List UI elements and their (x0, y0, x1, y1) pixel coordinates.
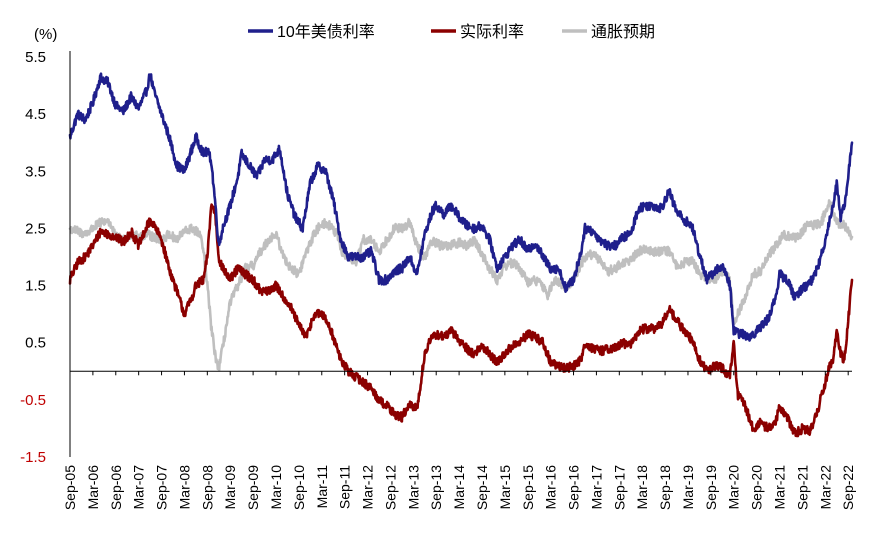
axes-layer (69, 51, 852, 457)
x-tick-label: Sep-21 (794, 465, 810, 510)
x-tick-label: Mar-09 (222, 465, 238, 510)
x-tick-label: Sep-14 (474, 465, 490, 510)
x-tick-label: Sep-11 (337, 465, 353, 509)
y-axis-unit-label: (%) (34, 26, 57, 43)
x-tick-label: Sep-10 (291, 465, 307, 510)
x-tick-label: Sep-08 (199, 465, 215, 510)
y-tick-label: -1.5 (20, 449, 46, 466)
x-tick-label: Mar-07 (131, 465, 147, 510)
x-tick-label: Mar-08 (176, 465, 192, 510)
x-tick-label: Sep-17 (611, 465, 627, 510)
x-tick-label: Sep-16 (566, 465, 582, 510)
x-tick-label: Mar-13 (405, 465, 421, 510)
x-tick-label: Mar-18 (634, 465, 650, 510)
y-tick-label: 0.5 (25, 335, 46, 352)
y-tick-label: -0.5 (20, 392, 46, 409)
x-tick-label: Sep-12 (382, 465, 398, 510)
y-tick-label: 1.5 (25, 278, 46, 295)
series-line (68, 203, 854, 438)
legend-label: 实际利率 (460, 23, 524, 41)
x-tick-label: Sep-13 (428, 465, 444, 510)
x-tick-label: Sep-18 (657, 465, 673, 510)
legend-label: 通胀预期 (591, 23, 655, 41)
x-tick-label: Mar-20 (726, 465, 742, 510)
x-tick-label: Mar-12 (360, 465, 376, 510)
y-tick-label: 4.5 (25, 106, 46, 123)
x-tick-label: Sep-05 (62, 465, 78, 510)
x-tick-label: Mar-21 (772, 465, 788, 510)
legend: 10年美债利率 实际利率 通胀预期 (248, 23, 655, 41)
x-tick-label: Mar-15 (497, 465, 513, 510)
y-tick-label: 3.5 (25, 163, 46, 180)
y-tick-label: 5.5 (25, 49, 46, 66)
series-line (68, 72, 854, 342)
y-tick-label: 2.5 (25, 220, 46, 237)
series-line (68, 199, 854, 372)
x-tick-label: Mar-22 (817, 465, 833, 510)
x-axis: Sep-05 Mar-06 Sep-06 Mar-07 Sep-07 Mar-08 Sep-… (62, 371, 856, 510)
x-tick-label: Mar-17 (588, 465, 604, 510)
x-tick-label: Sep-09 (245, 465, 261, 510)
x-tick-label: Sep-15 (520, 465, 536, 510)
legend-label: 10年美债利率 (277, 23, 375, 41)
x-tick-label: Mar-10 (268, 465, 284, 510)
x-tick-label: Mar-06 (85, 465, 101, 510)
x-tick-label: Sep-20 (749, 465, 765, 510)
x-tick-label: Mar-16 (543, 465, 559, 510)
series-layer (68, 72, 854, 438)
x-tick-label: Mar-14 (451, 465, 467, 510)
x-tick-label: Sep-19 (703, 465, 719, 510)
x-tick-label: Mar-19 (680, 465, 696, 510)
x-tick-label: Mar-11 (314, 465, 330, 509)
y-axis: 5.5 4.5 3.5 2.5 1.5 0.5 -0.5 -1.5 (20, 49, 46, 466)
x-tick-label: Sep-07 (154, 465, 170, 510)
x-tick-label: Sep-22 (840, 465, 856, 510)
x-tick-label: Sep-06 (108, 465, 124, 510)
